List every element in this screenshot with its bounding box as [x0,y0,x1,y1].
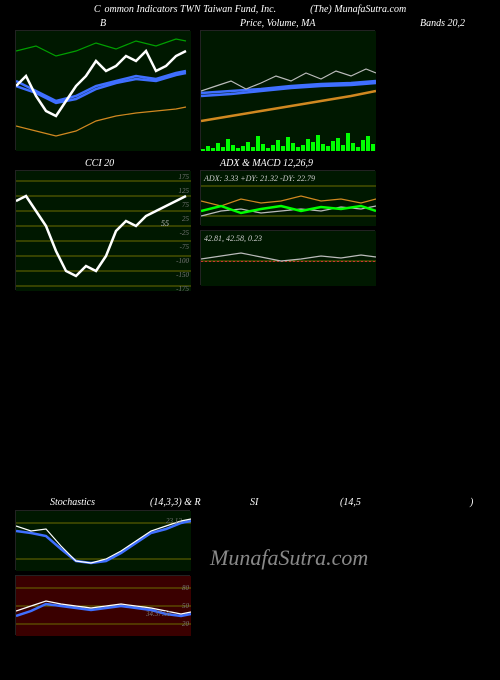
title-b: B [100,18,106,29]
title-si-close: ) [470,497,473,508]
chart-stochastics: 23.12 [15,510,190,570]
header-right: (The) MunafaSutra.com [310,4,406,15]
svg-text:80: 80 [182,584,190,592]
svg-text:55: 55 [161,219,169,228]
title-bands: Bands 20,2 [420,18,465,29]
svg-text:20: 20 [182,620,190,628]
chart-bollinger [15,30,190,150]
title-price: Price, Volume, MA [240,18,316,29]
chart-rsi: 80 50 20 34.37.50 [15,575,190,635]
svg-text:ADX: 3.33 +DY: 21.32 -DY: 22.: ADX: 3.33 +DY: 21.32 -DY: 22.79 [203,174,315,183]
header-mid: ommon Indicators TWN Taiwan Fund, Inc. [104,4,276,15]
svg-text:42.81, 42.58, 0.23: 42.81, 42.58, 0.23 [204,234,262,243]
title-stoch-params: (14,3,3) & R [150,497,201,508]
chart-adx: ADX: 3.33 +DY: 21.32 -DY: 22.79 [200,170,375,225]
chart-cci: 175 125 75 25 -25 -75 -100 -150 -175 55 [15,170,190,290]
title-si: SI [250,497,258,508]
svg-text:75: 75 [182,201,190,209]
page-header: C ommon Indicators TWN Taiwan Fund, Inc.… [0,0,500,19]
chart-price-volume [200,30,375,150]
svg-text:50: 50 [182,602,190,610]
svg-text:-100: -100 [176,257,189,265]
svg-text:-25: -25 [180,229,190,237]
svg-text:-75: -75 [180,243,190,251]
title-cci: CCI 20 [85,158,114,169]
header-left: C [94,4,101,15]
title-adx-macd: ADX & MACD 12,26,9 [220,158,313,169]
chart-macd: 42.81, 42.58, 0.23 [200,230,375,285]
svg-text:125: 125 [179,187,190,195]
watermark: MunafaSutra.com [210,545,368,571]
svg-text:-150: -150 [176,271,189,279]
title-stoch: Stochastics [50,497,95,508]
svg-text:175: 175 [179,173,190,181]
svg-text:23.12: 23.12 [166,517,182,525]
svg-text:-175: -175 [176,285,189,291]
title-si-params: (14,5 [340,497,361,508]
svg-text:25: 25 [182,215,190,223]
svg-text:34.37.50: 34.37.50 [145,610,171,618]
